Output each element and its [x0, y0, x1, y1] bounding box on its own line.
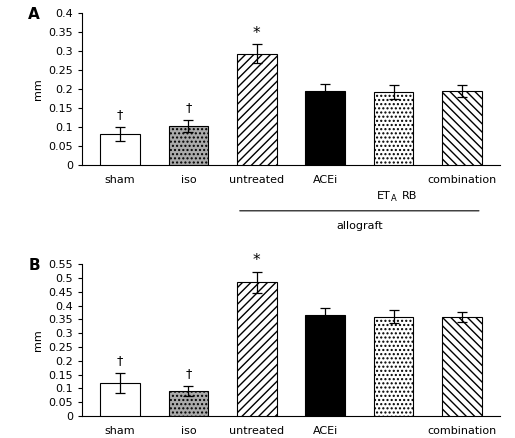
Y-axis label: mm: mm: [33, 78, 43, 100]
Text: A: A: [391, 194, 397, 203]
Text: *: *: [253, 253, 261, 268]
Bar: [305, 315, 345, 416]
Bar: [100, 134, 140, 165]
Bar: [237, 54, 277, 165]
Bar: [168, 391, 208, 416]
Text: †: †: [185, 101, 192, 114]
Bar: [237, 282, 277, 416]
Text: RB: RB: [402, 191, 417, 201]
Text: A: A: [28, 7, 40, 22]
Text: allograft: allograft: [336, 222, 383, 231]
Text: †: †: [117, 354, 123, 367]
Text: †: †: [185, 367, 192, 380]
Bar: [305, 91, 345, 165]
Bar: [100, 383, 140, 416]
Text: *: *: [253, 25, 261, 40]
Text: ET: ET: [376, 191, 390, 201]
Bar: [442, 91, 482, 165]
Bar: [442, 317, 482, 416]
Bar: [374, 317, 414, 416]
Bar: [374, 92, 414, 165]
Y-axis label: mm: mm: [33, 329, 43, 351]
Bar: [168, 126, 208, 165]
Text: B: B: [28, 258, 40, 273]
Text: †: †: [117, 108, 123, 121]
